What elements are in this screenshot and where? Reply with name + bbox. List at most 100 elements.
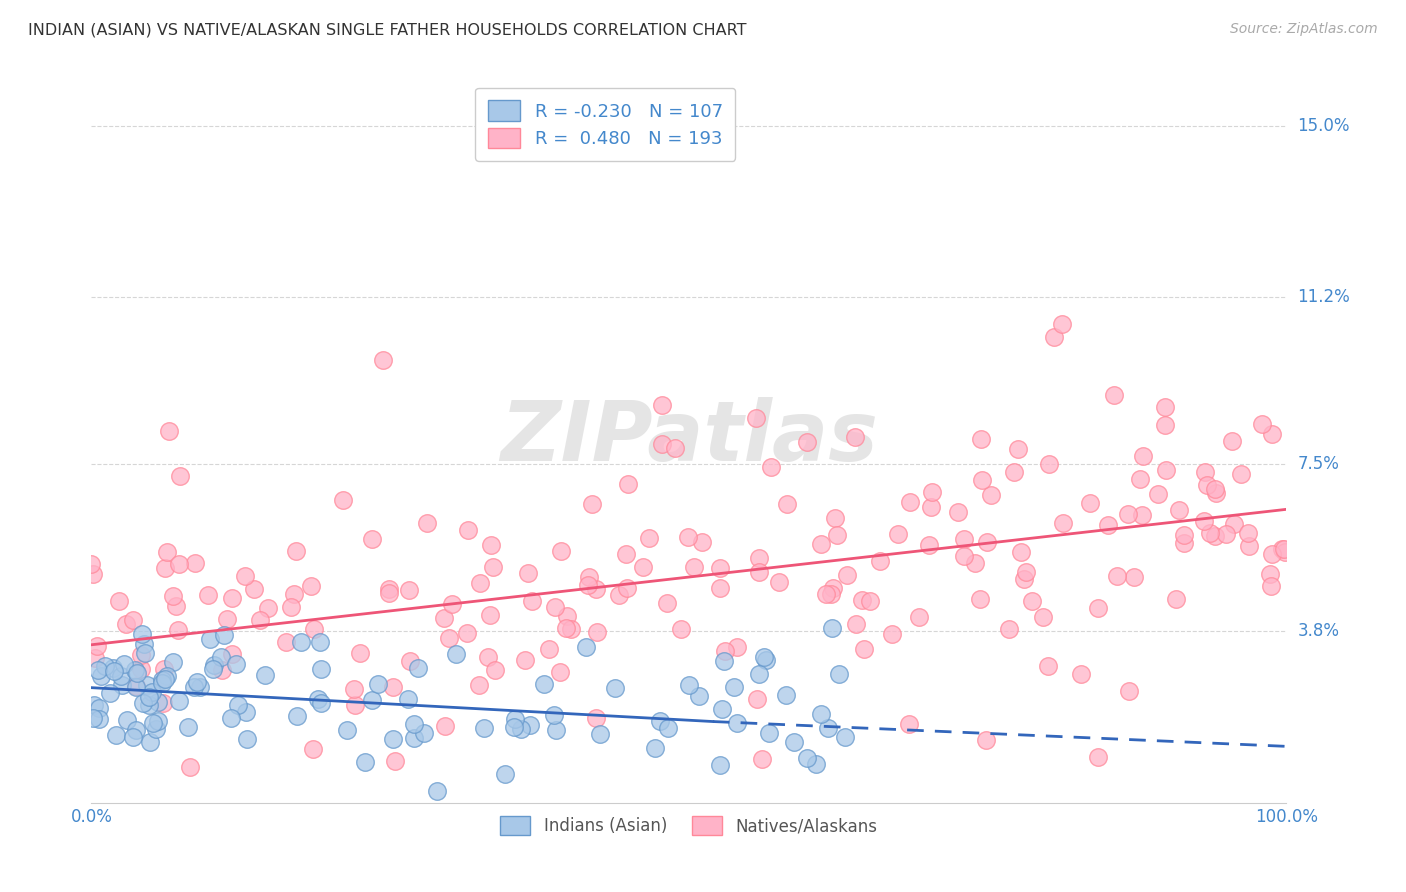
Point xyxy=(576,578,599,592)
Point xyxy=(550,544,572,558)
Point xyxy=(103,665,125,679)
Point xyxy=(616,581,638,595)
Point xyxy=(184,556,207,570)
Point xyxy=(1194,466,1216,480)
Point xyxy=(225,657,247,671)
Point xyxy=(105,728,128,742)
Point xyxy=(484,663,506,677)
Point xyxy=(1215,527,1237,541)
Point xyxy=(349,646,371,660)
Point xyxy=(157,424,180,438)
Point xyxy=(1260,548,1282,562)
Point xyxy=(176,720,198,734)
Point xyxy=(82,566,104,581)
Point xyxy=(631,559,654,574)
Point xyxy=(688,689,710,703)
Point xyxy=(585,711,607,725)
Point xyxy=(1173,527,1195,541)
Point xyxy=(332,493,354,508)
Point xyxy=(758,726,780,740)
Point xyxy=(165,599,187,613)
Point xyxy=(1205,485,1227,500)
Point xyxy=(188,680,211,694)
Point xyxy=(479,608,502,623)
Text: 15.0%: 15.0% xyxy=(1298,117,1350,135)
Point xyxy=(1166,591,1188,606)
Point xyxy=(132,637,155,651)
Point xyxy=(302,742,325,756)
Point xyxy=(153,662,176,676)
Point xyxy=(952,532,974,546)
Point xyxy=(869,554,891,568)
Point xyxy=(754,653,776,667)
Point xyxy=(918,539,941,553)
Point xyxy=(162,655,184,669)
Point xyxy=(1118,683,1140,698)
Point xyxy=(100,686,122,700)
Point xyxy=(581,497,603,511)
Point xyxy=(1087,750,1109,764)
Point xyxy=(131,627,153,641)
Point xyxy=(202,657,225,672)
Point xyxy=(1021,594,1043,608)
Point xyxy=(748,550,770,565)
Point xyxy=(520,593,543,607)
Point xyxy=(80,557,103,571)
Point xyxy=(138,698,160,712)
Point xyxy=(560,623,582,637)
Point xyxy=(585,582,607,596)
Point xyxy=(283,587,305,601)
Point xyxy=(745,692,768,706)
Point xyxy=(1271,541,1294,556)
Point xyxy=(131,648,153,663)
Point xyxy=(138,690,160,705)
Point xyxy=(510,722,533,736)
Point xyxy=(156,545,179,559)
Point xyxy=(90,669,112,683)
Point xyxy=(804,757,827,772)
Point xyxy=(304,622,326,636)
Point xyxy=(344,698,367,712)
Point xyxy=(82,711,104,725)
Point xyxy=(554,621,576,635)
Point xyxy=(426,784,449,798)
Point xyxy=(354,755,377,769)
Point xyxy=(676,530,699,544)
Point xyxy=(382,680,405,694)
Point xyxy=(1032,609,1054,624)
Point xyxy=(898,717,921,731)
Point xyxy=(226,698,249,712)
Point xyxy=(413,726,436,740)
Point xyxy=(343,682,366,697)
Point xyxy=(257,601,280,615)
Point xyxy=(709,561,731,575)
Point xyxy=(186,675,208,690)
Point xyxy=(980,488,1002,502)
Point xyxy=(678,678,700,692)
Point xyxy=(236,732,259,747)
Point xyxy=(233,568,256,582)
Point xyxy=(86,640,108,654)
Point xyxy=(477,650,499,665)
Point xyxy=(921,485,943,500)
Point xyxy=(494,767,516,781)
Text: 7.5%: 7.5% xyxy=(1298,455,1340,473)
Point xyxy=(834,730,856,744)
Point xyxy=(1153,417,1175,432)
Point xyxy=(820,587,842,601)
Point xyxy=(243,582,266,596)
Point xyxy=(135,678,157,692)
Point xyxy=(402,717,425,731)
Point xyxy=(543,707,565,722)
Point xyxy=(1078,496,1101,510)
Text: Source: ZipAtlas.com: Source: ZipAtlas.com xyxy=(1230,22,1378,37)
Point xyxy=(748,666,770,681)
Point xyxy=(134,646,156,660)
Point xyxy=(309,662,332,676)
Point xyxy=(1237,526,1260,541)
Point xyxy=(162,590,184,604)
Point xyxy=(1261,426,1284,441)
Point xyxy=(713,654,735,668)
Point xyxy=(1087,600,1109,615)
Point xyxy=(1129,472,1152,486)
